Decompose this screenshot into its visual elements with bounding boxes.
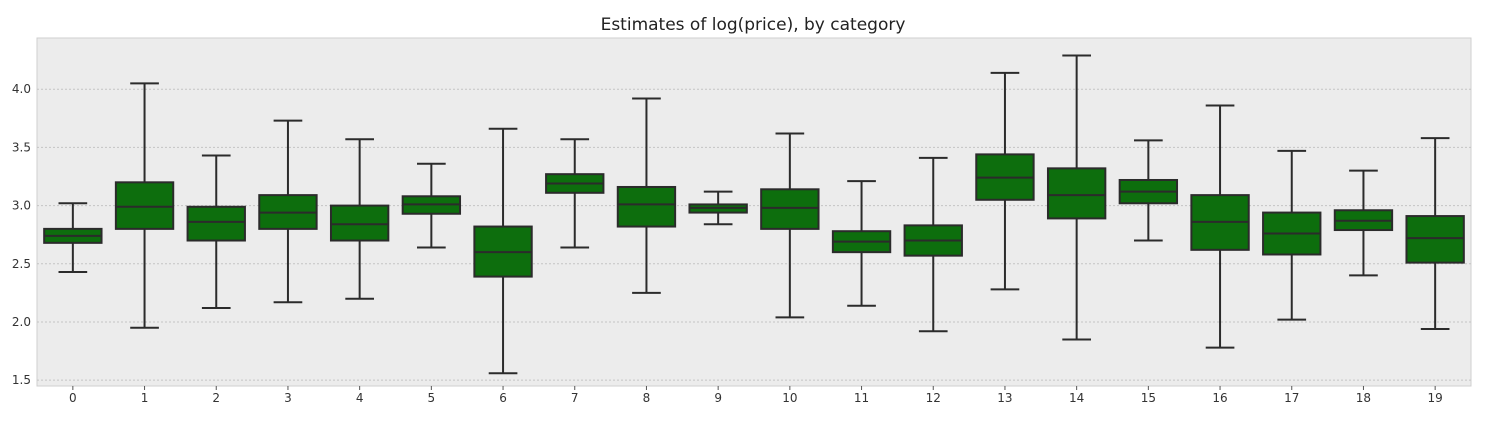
box-category-11 xyxy=(831,180,892,307)
iqr-box xyxy=(760,188,820,230)
x-tick-labels: 0 1 2 3 4 5 6 7 8 9 10 11 12 13 14 15 16 17 18 19 xyxy=(69,386,1443,405)
box-category-16 xyxy=(1190,104,1250,349)
y-gridlines xyxy=(37,88,1471,381)
box-category-7 xyxy=(545,138,605,249)
x-tick-label: 4 xyxy=(356,391,364,405)
x-tick-label: 7 xyxy=(571,391,579,405)
box-category-10 xyxy=(760,132,820,319)
plot-area xyxy=(36,37,1472,387)
x-tick-label: 17 xyxy=(1284,391,1299,405)
chart-title: Estimates of log(price), by category xyxy=(601,15,906,35)
box-category-8 xyxy=(616,97,677,294)
box-category-18 xyxy=(1333,169,1394,277)
box-category-6 xyxy=(473,127,533,375)
iqr-box xyxy=(329,204,390,242)
iqr-box xyxy=(1046,167,1107,220)
x-tick-label: 6 xyxy=(499,391,507,405)
x-tick-label: 8 xyxy=(643,391,651,405)
box-category-17 xyxy=(1262,149,1322,321)
x-tick-label: 14 xyxy=(1069,391,1084,405)
x-tick-label: 3 xyxy=(284,391,292,405)
x-tick-label: 19 xyxy=(1428,391,1443,405)
iqr-box xyxy=(186,205,246,242)
y-tick-label: 2.5 xyxy=(12,257,31,271)
y-tick-label: 4.0 xyxy=(12,82,31,96)
box-category-5 xyxy=(401,162,462,249)
box-category-0 xyxy=(43,202,103,273)
box-category-9 xyxy=(688,190,748,226)
x-tick-label: 13 xyxy=(997,391,1012,405)
y-tick-label: 1.5 xyxy=(12,373,31,387)
x-tick-label: 0 xyxy=(69,391,77,405)
box-category-4 xyxy=(329,138,390,300)
y-tick-label: 3.0 xyxy=(12,199,31,213)
y-tick-label: 2.0 xyxy=(12,315,31,329)
iqr-box xyxy=(114,181,175,230)
x-tick-label: 1 xyxy=(141,391,149,405)
iqr-box xyxy=(616,185,677,228)
x-tick-label: 16 xyxy=(1212,391,1227,405)
x-tick-label: 15 xyxy=(1141,391,1156,405)
x-tick-label: 5 xyxy=(428,391,436,405)
boxes-group xyxy=(43,54,1465,375)
box-category-14 xyxy=(1046,54,1107,341)
box-category-3 xyxy=(258,119,318,304)
box-category-12 xyxy=(903,156,963,333)
x-tick-label: 18 xyxy=(1356,391,1371,405)
iqr-box xyxy=(1405,215,1465,264)
y-tick-labels: 1.5 2.0 2.5 3.0 3.5 4.0 xyxy=(12,82,31,387)
x-tick-label: 11 xyxy=(854,391,869,405)
x-tick-label: 9 xyxy=(714,391,722,405)
box-category-19 xyxy=(1405,137,1465,330)
x-tick-label: 12 xyxy=(926,391,941,405)
box-category-13 xyxy=(975,71,1035,291)
x-tick-label: 2 xyxy=(212,391,220,405)
box-category-15 xyxy=(1118,139,1179,242)
box-category-2 xyxy=(186,154,246,310)
x-tick-label: 10 xyxy=(782,391,797,405)
y-tick-label: 3.5 xyxy=(12,140,31,154)
box-category-1 xyxy=(114,82,175,329)
